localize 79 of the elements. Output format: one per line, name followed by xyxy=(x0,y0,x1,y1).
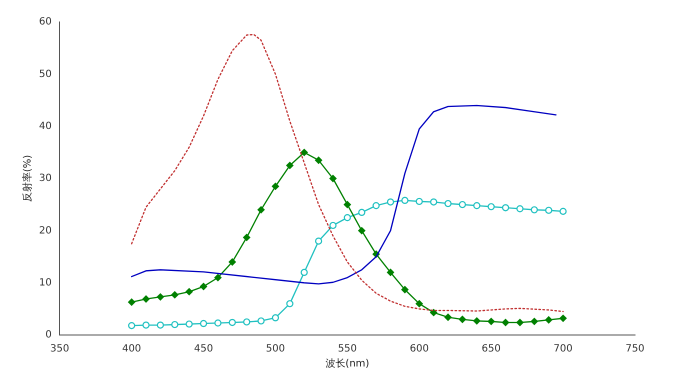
y-axis-title: 反射率(%) xyxy=(22,154,34,202)
x-tick-label: 350 xyxy=(50,344,70,355)
point xyxy=(401,286,408,294)
point xyxy=(473,317,480,325)
y-tick-label: 50 xyxy=(38,68,52,80)
point xyxy=(214,319,222,327)
point xyxy=(228,258,236,266)
y-tick-label: 60 xyxy=(38,16,52,28)
y-tick-label: 40 xyxy=(38,120,52,132)
point xyxy=(358,208,366,216)
point xyxy=(416,198,423,206)
point xyxy=(257,317,265,325)
point xyxy=(488,318,495,326)
x-tick-label: 400 xyxy=(122,344,142,355)
point xyxy=(344,214,351,222)
point xyxy=(329,174,337,182)
x-tick-label: 700 xyxy=(554,344,573,355)
point xyxy=(257,206,265,214)
y-tick-label: 20 xyxy=(38,225,52,236)
point xyxy=(200,320,208,328)
y-tick-label: 10 xyxy=(38,277,52,288)
point xyxy=(530,318,538,326)
point xyxy=(171,320,178,328)
point xyxy=(142,295,150,303)
point xyxy=(156,293,164,301)
point xyxy=(516,318,524,326)
point xyxy=(358,227,366,234)
point xyxy=(430,198,438,206)
point xyxy=(243,318,250,326)
point xyxy=(142,321,150,329)
point xyxy=(545,316,552,324)
point xyxy=(243,234,250,242)
x-axis-title: 波长(nm) xyxy=(325,358,370,370)
x-tick-label: 550 xyxy=(338,344,357,355)
point xyxy=(444,200,452,208)
x-tick-label: 500 xyxy=(266,344,285,355)
x-tick-label: 600 xyxy=(410,344,429,355)
point xyxy=(315,156,322,164)
point xyxy=(315,238,322,245)
point xyxy=(128,322,136,330)
x-tick-label: 650 xyxy=(482,344,501,355)
point xyxy=(286,300,294,308)
point xyxy=(401,196,408,204)
point xyxy=(186,320,193,328)
point xyxy=(516,205,524,212)
point xyxy=(386,198,394,206)
y-tick-label: 0 xyxy=(45,330,52,341)
point xyxy=(458,200,466,208)
point xyxy=(430,308,438,316)
point xyxy=(530,206,538,214)
point xyxy=(559,208,567,215)
point xyxy=(502,318,510,326)
point xyxy=(228,318,236,326)
point xyxy=(286,162,294,170)
x-tick-label: 450 xyxy=(194,344,214,355)
point xyxy=(473,202,480,210)
x-tick-label: 750 xyxy=(625,344,645,355)
point xyxy=(416,300,423,308)
point xyxy=(559,314,567,322)
point xyxy=(458,316,466,323)
point xyxy=(171,291,178,298)
point xyxy=(444,314,452,321)
y-tick-label: 30 xyxy=(38,173,52,184)
point xyxy=(272,314,280,322)
point xyxy=(545,206,552,214)
point xyxy=(272,182,280,190)
point xyxy=(502,204,510,212)
point xyxy=(156,321,164,329)
point xyxy=(329,222,337,230)
point xyxy=(186,288,193,296)
point xyxy=(300,268,308,276)
point xyxy=(344,200,351,208)
point xyxy=(386,268,394,276)
point xyxy=(128,298,136,306)
point xyxy=(214,274,222,282)
point xyxy=(488,203,495,210)
point xyxy=(200,282,208,290)
point xyxy=(372,202,380,210)
point xyxy=(300,148,308,156)
